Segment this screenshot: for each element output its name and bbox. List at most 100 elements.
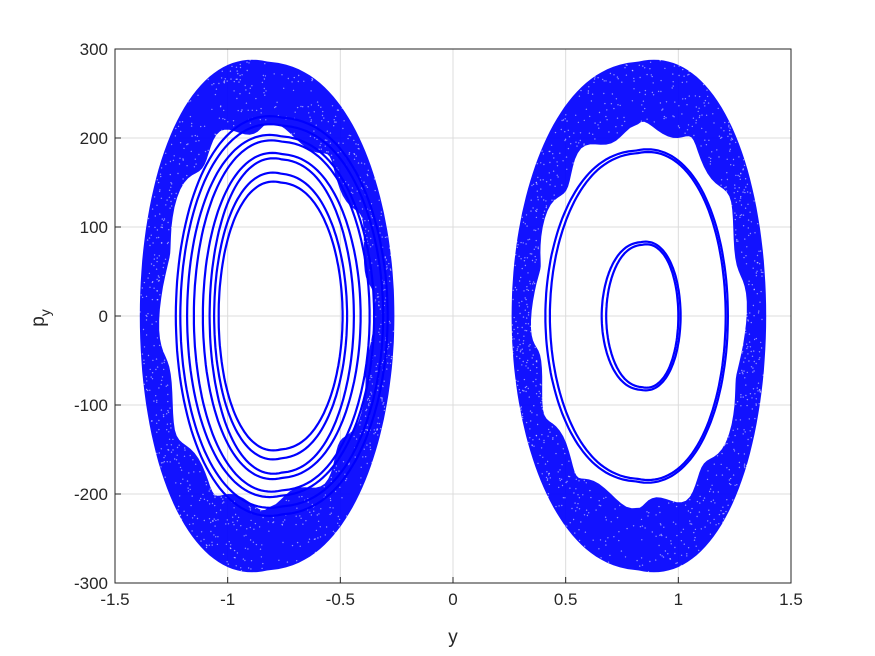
- speckle: [195, 140, 197, 142]
- speckle: [668, 502, 670, 504]
- speckle: [317, 104, 320, 107]
- speckle: [200, 125, 202, 128]
- speckle: [249, 526, 251, 529]
- speckle: [314, 551, 317, 554]
- speckle: [313, 130, 315, 132]
- speckle: [369, 442, 371, 444]
- speckle: [703, 102, 705, 104]
- speckle: [737, 190, 739, 193]
- speckle: [680, 554, 683, 556]
- speckle: [556, 174, 558, 176]
- speckle: [542, 213, 545, 216]
- speckle: [264, 94, 266, 96]
- speckle: [241, 74, 243, 76]
- speckle: [718, 156, 720, 158]
- speckle: [732, 429, 734, 431]
- speckle: [593, 81, 595, 84]
- speckle: [689, 138, 691, 140]
- speckle: [529, 437, 531, 439]
- speckle: [711, 151, 713, 153]
- speckle: [678, 127, 681, 129]
- speckle: [549, 431, 551, 433]
- speckle: [329, 142, 332, 144]
- speckle: [600, 557, 602, 559]
- speckle: [262, 516, 264, 519]
- speckle: [693, 531, 695, 534]
- speckle: [743, 370, 745, 372]
- speckle: [517, 326, 519, 329]
- speckle: [728, 483, 731, 485]
- speckle: [264, 75, 267, 77]
- speckle: [735, 229, 737, 231]
- y-tick-label: -100: [74, 396, 108, 415]
- speckle: [174, 417, 176, 419]
- speckle: [196, 535, 198, 538]
- speckle: [164, 455, 166, 457]
- speckle: [646, 73, 648, 76]
- speckle: [623, 116, 625, 119]
- speckle: [341, 497, 343, 499]
- speckle: [145, 319, 148, 321]
- speckle: [371, 310, 373, 313]
- speckle: [541, 405, 543, 408]
- speckle: [642, 110, 644, 113]
- speckle: [758, 310, 760, 312]
- speckle: [364, 220, 366, 222]
- speckle: [662, 556, 665, 558]
- speckle: [253, 528, 255, 530]
- speckle: [186, 165, 188, 167]
- speckle: [218, 139, 220, 142]
- speckle: [527, 289, 530, 292]
- speckle: [725, 186, 727, 188]
- speckle: [166, 199, 168, 201]
- speckle: [377, 417, 379, 419]
- speckle: [171, 227, 173, 229]
- speckle: [545, 205, 548, 207]
- speckle: [240, 570, 243, 572]
- speckle: [746, 371, 748, 374]
- speckle: [313, 538, 316, 540]
- speckle: [167, 449, 170, 451]
- speckle: [151, 298, 154, 301]
- speckle: [748, 280, 750, 282]
- speckle: [310, 120, 312, 123]
- speckle: [222, 553, 225, 555]
- speckle: [538, 395, 540, 398]
- speckle: [759, 357, 761, 359]
- speckle: [753, 370, 755, 372]
- speckle: [754, 232, 756, 234]
- speckle: [579, 132, 582, 134]
- speckle: [749, 232, 752, 235]
- speckle: [670, 540, 672, 542]
- speckle: [530, 420, 532, 422]
- speckle: [367, 169, 369, 171]
- speckle: [743, 189, 745, 191]
- speckle: [168, 438, 171, 440]
- speckle: [260, 112, 262, 114]
- speckle: [537, 196, 539, 198]
- speckle: [577, 157, 580, 159]
- speckle: [677, 125, 680, 127]
- speckle: [742, 396, 744, 398]
- speckle: [149, 389, 151, 391]
- speckle: [179, 121, 181, 123]
- speckle: [734, 218, 736, 221]
- speckle: [728, 121, 730, 124]
- speckle: [299, 515, 301, 517]
- speckle: [192, 459, 194, 461]
- speckle: [711, 484, 713, 486]
- speckle: [151, 281, 153, 284]
- speckle: [607, 561, 610, 563]
- speckle: [245, 89, 247, 91]
- speckle: [293, 132, 295, 135]
- speckle: [707, 520, 709, 522]
- speckle: [159, 294, 161, 296]
- speckle: [234, 513, 237, 516]
- speckle: [518, 339, 520, 341]
- speckle: [337, 522, 339, 524]
- speckle: [180, 469, 183, 471]
- speckle: [369, 246, 372, 248]
- speckle: [732, 499, 734, 501]
- speckle: [674, 552, 676, 555]
- speckle: [232, 516, 234, 518]
